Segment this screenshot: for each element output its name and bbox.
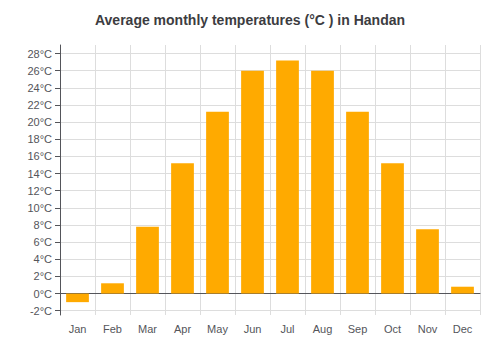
svg-text:Sep: Sep — [348, 323, 368, 335]
svg-text:18°C: 18°C — [27, 133, 52, 145]
svg-text:Apr: Apr — [174, 323, 191, 335]
svg-text:May: May — [207, 323, 228, 335]
svg-text:Dec: Dec — [453, 323, 473, 335]
svg-text:-2°C: -2°C — [30, 305, 52, 317]
svg-text:8°C: 8°C — [34, 219, 53, 231]
svg-text:Oct: Oct — [384, 323, 401, 335]
svg-text:Mar: Mar — [138, 323, 157, 335]
svg-text:6°C: 6°C — [34, 236, 53, 248]
svg-text:Average monthly temperatures (: Average monthly temperatures (°C ) in Ha… — [95, 12, 405, 28]
svg-text:24°C: 24°C — [27, 82, 52, 94]
svg-text:20°C: 20°C — [27, 116, 52, 128]
svg-text:Aug: Aug — [313, 323, 333, 335]
svg-text:16°C: 16°C — [27, 150, 52, 162]
svg-text:12°C: 12°C — [27, 185, 52, 197]
svg-text:Jun: Jun — [244, 323, 262, 335]
svg-text:22°C: 22°C — [27, 99, 52, 111]
svg-text:Jul: Jul — [280, 323, 294, 335]
svg-text:2°C: 2°C — [34, 270, 53, 282]
svg-text:0°C: 0°C — [34, 288, 53, 300]
svg-text:10°C: 10°C — [27, 202, 52, 214]
svg-text:4°C: 4°C — [34, 253, 53, 265]
svg-text:Jan: Jan — [69, 323, 87, 335]
svg-text:14°C: 14°C — [27, 168, 52, 180]
svg-text:Feb: Feb — [103, 323, 122, 335]
svg-text:28°C: 28°C — [27, 48, 52, 60]
svg-text:26°C: 26°C — [27, 65, 52, 77]
svg-text:Nov: Nov — [418, 323, 438, 335]
